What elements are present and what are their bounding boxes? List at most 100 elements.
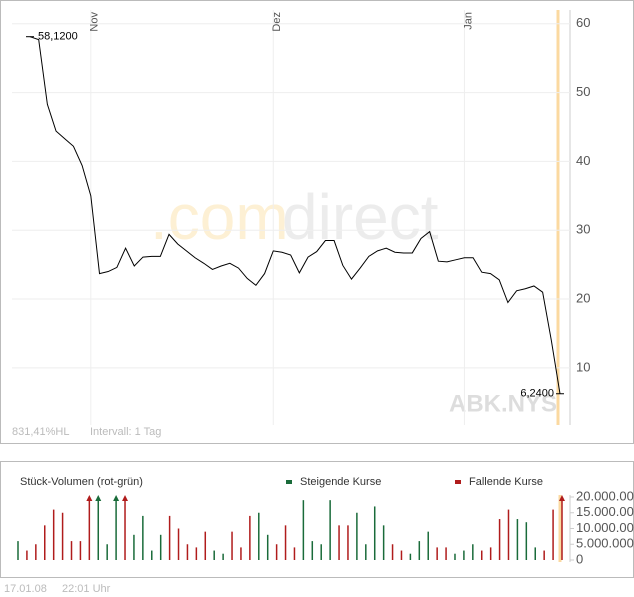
price-line (29, 36, 561, 394)
footer-date: 17.01.08 (4, 583, 47, 595)
y-tick-label: 60 (576, 15, 590, 30)
volume-bar (552, 509, 554, 560)
volume-bar (177, 528, 180, 560)
volume-bar (516, 519, 519, 560)
volume-bar (480, 550, 483, 560)
x-tick-label: Nov (89, 12, 101, 32)
y-tick-label: 0 (576, 551, 583, 566)
y-tick-label: 40 (576, 153, 590, 168)
y-tick-label: 30 (576, 222, 590, 237)
volume-bar (293, 547, 296, 560)
volume-bar (543, 550, 545, 560)
overflow-arrow (113, 495, 120, 501)
volume-bar (52, 509, 55, 560)
volume-bar (365, 544, 367, 560)
volume-bar (356, 512, 358, 560)
volume-bar (409, 553, 412, 560)
volume-bar (70, 541, 73, 560)
volume-title: Stück-Volumen (rot-grün) (20, 476, 143, 488)
volume-bar (436, 547, 438, 560)
volume-bar (124, 497, 126, 560)
overflow-arrow (122, 495, 129, 501)
legend-swatch (455, 480, 461, 484)
volume-bar (213, 550, 215, 560)
volume-bar (186, 544, 189, 560)
volume-bar (284, 525, 287, 560)
volume-bar (427, 531, 429, 560)
volume-bar (311, 541, 314, 560)
overflow-arrow (86, 495, 93, 501)
price-panel (0, 0, 634, 444)
volume-bar (400, 550, 403, 560)
legend-label: Steigende Kurse (300, 476, 381, 488)
volume-bar (159, 534, 162, 560)
y-tick-label: 10.000.000 (576, 520, 634, 535)
range-info: 831,41%HL (12, 426, 70, 438)
value-label: 58,1200 (38, 31, 78, 43)
volume-bar (463, 550, 465, 560)
x-tick-label: Dez (271, 12, 283, 32)
overflow-arrow (559, 495, 565, 501)
volume-bar (373, 506, 376, 560)
y-tick-label: 15.000.000 (576, 504, 634, 519)
volume-bar (195, 547, 198, 560)
volume-bar (534, 547, 536, 560)
volume-bar (454, 553, 456, 560)
volume-bar (329, 500, 331, 560)
interval: Intervall: 1 Tag (90, 426, 161, 438)
volume-bar (525, 522, 528, 560)
volume-bar (489, 547, 492, 560)
volume-bar (97, 497, 100, 560)
volume-bar (347, 525, 349, 560)
volume-panel (0, 461, 634, 578)
volume-bar (44, 525, 46, 560)
volume-bar (338, 525, 340, 560)
watermark: .com direct (150, 181, 439, 253)
volume-bar (115, 497, 117, 560)
volume-bar (391, 544, 394, 560)
volume-bar (302, 500, 305, 560)
volume-bar (498, 519, 501, 560)
volume-bar (204, 531, 207, 560)
watermark-suffix: direct (282, 181, 439, 253)
volume-bar (320, 544, 322, 560)
volume-bar (445, 547, 447, 560)
volume-bar (472, 544, 474, 560)
volume-bar (88, 497, 91, 560)
overflow-arrow (95, 495, 102, 501)
value-label: 6,2400 (520, 388, 554, 400)
y-tick-label: 5.000.000 (576, 536, 634, 551)
y-tick-label: 20 (576, 290, 590, 305)
volume-bar (418, 541, 421, 560)
volume-bar (151, 550, 153, 560)
y-tick-label: 50 (576, 84, 590, 99)
volume-bar (133, 534, 135, 560)
volume-bar (275, 544, 278, 560)
y-tick-label: 20.000.000 (576, 488, 634, 503)
volume-bar (79, 541, 82, 560)
volume-bar (249, 515, 251, 560)
volume-bar (231, 531, 233, 560)
legend-label: Fallende Kurse (469, 476, 543, 488)
volume-bar (240, 547, 242, 560)
symbol: ABK.NYS (449, 390, 557, 417)
volume-bar (561, 497, 563, 560)
volume-bar (17, 541, 19, 560)
x-tick-label: Jan (462, 12, 474, 30)
volume-bar (222, 553, 224, 560)
y-tick-label: 10 (576, 359, 590, 374)
volume-bar (507, 509, 510, 560)
volume-bar (61, 512, 64, 560)
volume-bar (266, 534, 269, 560)
volume-bar (35, 544, 37, 560)
watermark-prefix: .com (150, 181, 289, 253)
volume-bar (142, 515, 144, 560)
footer-time: 22:01 Uhr (62, 583, 111, 595)
volume-bar (382, 525, 385, 560)
volume-bar (168, 515, 171, 560)
legend-swatch (286, 480, 292, 484)
volume-bar (26, 550, 28, 560)
volume-bar (258, 512, 260, 560)
